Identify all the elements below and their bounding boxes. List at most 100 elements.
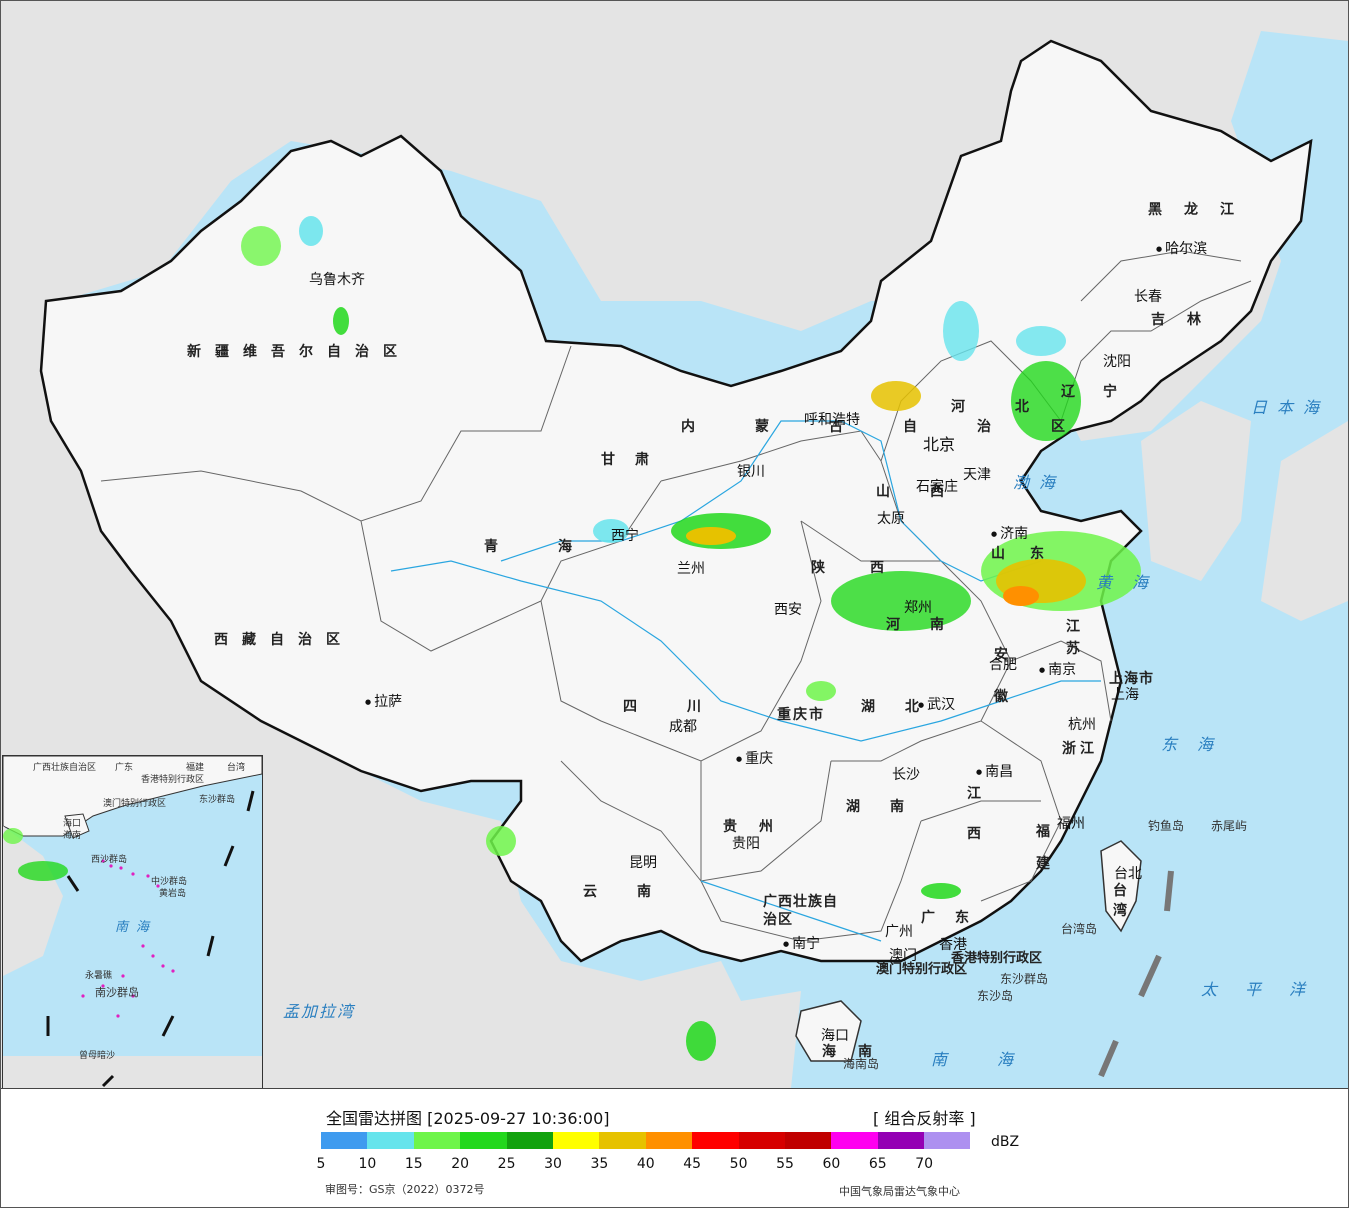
color-swatch <box>506 1132 553 1149</box>
scale-tick-label: 55 <box>776 1156 794 1172</box>
province-label: 上海市 <box>1109 671 1154 687</box>
inset-label: 香港特别行政区 <box>141 775 205 785</box>
city-label: 济南 <box>991 523 1028 543</box>
city-label: 广州 <box>885 924 913 940</box>
scale-tick-label: 15 <box>404 1156 423 1172</box>
province-label: 内蒙古自治区 <box>681 419 1125 435</box>
inset-label: 中沙群岛 <box>151 877 188 887</box>
city-label: 拉萨 <box>365 691 402 711</box>
province-label: 贵州 <box>723 819 795 835</box>
color-swatch <box>784 1132 832 1149</box>
province-label: 安徽 <box>994 647 1010 705</box>
city-label: 北京 <box>923 435 956 454</box>
province-label: 陕西 <box>811 560 929 576</box>
scale-tick-label: 40 <box>636 1156 655 1172</box>
inset-label: 海南 <box>63 831 82 841</box>
radar-map[interactable]: 新疆维吾尔自治区 西藏自治区 青海 甘肃 内蒙古自治区 黑龙江 吉林 辽宁 河北… <box>1 1 1348 1089</box>
sea-label: 黄海 <box>1096 573 1169 592</box>
province-label: 江西 <box>967 786 983 842</box>
province-label: 西藏自治区 <box>214 632 354 648</box>
city-label: 长春 <box>1134 289 1162 305</box>
province-label: 浙江 <box>1062 741 1098 757</box>
color-swatch <box>367 1132 414 1149</box>
south-china-sea-inset: 广西壮族自治区 广东 福建 台湾 香港特别行政区 澳门特别行政区 东沙群岛 海口… <box>2 755 263 1088</box>
island-label: 钓鱼岛 <box>1148 819 1185 833</box>
inset-label: 南海 <box>115 920 158 935</box>
city-label: 贵阳 <box>732 836 760 852</box>
color-swatch <box>645 1132 693 1149</box>
province-label: 山东 <box>991 546 1069 562</box>
province-label: 福建 <box>1036 824 1052 872</box>
sea-label: 东海 <box>1161 735 1234 754</box>
province-label: 黑龙江 <box>1148 202 1256 218</box>
taiwan-island <box>1100 840 1142 933</box>
city-label: 上海 <box>1111 687 1139 703</box>
inset-label: 福建 <box>186 763 205 773</box>
province-label: 云南 <box>583 884 691 900</box>
radar-echoes <box>241 216 1141 1061</box>
province-label: 辽宁 <box>1061 384 1145 400</box>
island-label: 赤尾屿 <box>1211 819 1248 833</box>
city-label: 乌鲁木齐 <box>309 272 365 288</box>
inset-label: 广西壮族自治区 <box>33 763 97 773</box>
map-canvas <box>1 1 1348 1088</box>
source-credit: 中国气象局雷达气象中心 <box>839 1185 960 1198</box>
color-swatch <box>552 1132 600 1149</box>
boundary-dashes <box>1098 870 1174 1078</box>
city-label: 南宁 <box>783 933 820 953</box>
city-label: 合肥 <box>989 657 1017 673</box>
province-label: 吉林 <box>1151 312 1223 328</box>
city-label: 海口 <box>821 1028 849 1044</box>
city-label: 杭州 <box>1068 717 1096 733</box>
province-label: 新疆维吾尔自治区 <box>187 344 411 360</box>
city-label: 兰州 <box>677 561 705 577</box>
city-label: 沈阳 <box>1103 354 1131 370</box>
color-swatch <box>460 1132 507 1149</box>
sea-label: 渤海 <box>1013 473 1066 492</box>
color-swatch <box>692 1132 739 1149</box>
province-label: 海南 <box>822 1044 894 1060</box>
city-label: 福州 <box>1057 816 1085 832</box>
color-swatch <box>321 1132 368 1149</box>
island-label: 台湾岛 <box>1061 922 1098 936</box>
scale-tick-label: 45 <box>683 1156 702 1172</box>
sea-label: 南海 <box>931 1050 1064 1069</box>
city-label: 南昌 <box>976 761 1013 781</box>
inset-label: 东沙群岛 <box>199 795 236 805</box>
city-label: 呼和浩特 <box>804 412 860 428</box>
color-swatch <box>599 1132 646 1149</box>
scale-tick-label: 70 <box>915 1156 934 1172</box>
province-label: 湖北 <box>861 699 949 715</box>
province-label: 香港特别行政区 <box>951 951 1043 966</box>
city-label: 长沙 <box>892 767 920 783</box>
city-label: 太原 <box>877 511 905 527</box>
province-label: 甘肃 <box>601 452 669 468</box>
city-label: 哈尔滨 <box>1156 238 1207 258</box>
city-label: 石家庄 <box>916 479 958 495</box>
color-scale-bar <box>321 1132 971 1149</box>
province-label: 河北 <box>951 399 1079 415</box>
scale-tick-label: 5 <box>316 1156 326 1172</box>
scale-tick-label: 60 <box>822 1156 841 1172</box>
inset-label: 南沙群岛 <box>95 986 139 999</box>
city-label: 西宁 <box>611 528 639 544</box>
city-label: 台北 <box>1114 866 1142 882</box>
city-label: 南京 <box>1039 659 1076 679</box>
city-label: 郑州 <box>904 600 932 616</box>
inset-label: 永暑礁 <box>85 971 113 981</box>
city-label: 天津 <box>963 467 991 483</box>
island-label: 海南岛 <box>843 1057 880 1071</box>
inset-label: 西沙群岛 <box>91 855 128 865</box>
province-label: 四川 <box>623 699 751 715</box>
city-label: 香港 <box>939 937 967 953</box>
color-swatch <box>738 1132 785 1149</box>
inset-label: 黄岩岛 <box>159 889 187 899</box>
hainan-island <box>795 1000 862 1062</box>
product-label: [ 组合反射率 ] <box>873 1109 976 1128</box>
province-label: 河南 <box>886 617 974 633</box>
city-label: 武汉 <box>918 694 955 714</box>
inset-canvas <box>3 756 262 1088</box>
scale-tick-label: 10 <box>358 1156 377 1172</box>
sea-label: 太平洋 <box>1201 980 1334 999</box>
china-territory <box>39 39 1313 963</box>
